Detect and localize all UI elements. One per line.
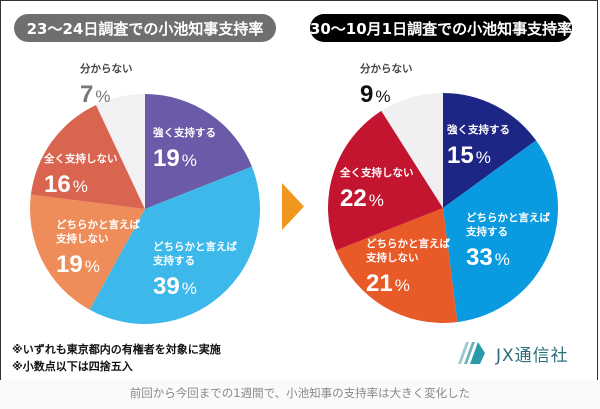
left-pie-slice-0 xyxy=(145,94,252,209)
jx-logo: JX通信社 xyxy=(456,340,569,366)
left-slice-label-4: 分からない xyxy=(80,62,133,75)
right-slice-value-4: 9% xyxy=(360,81,390,108)
right-slice-label-2: どちらかと言えば xyxy=(366,237,450,250)
left-slice-value-1: 39% xyxy=(153,273,197,300)
right-pie-slice-0 xyxy=(443,93,537,208)
left-pie-slice-2 xyxy=(30,194,146,310)
left-slice-label-1: 支持する xyxy=(152,254,195,267)
note-survey-scope: ※いずれも東京都内の有権者を対象に実施 xyxy=(12,343,221,356)
arrow-right-icon xyxy=(282,183,304,230)
right-chart-title: 30〜10月1日調査での小池知事支持率 xyxy=(310,14,572,42)
right-slice-label-1: どちらかと言えば xyxy=(466,211,550,224)
left-slice-value-4: 7% xyxy=(80,81,110,108)
left-slice-value-3: 16% xyxy=(44,171,88,198)
right-slice-label-3: 全く支持しない xyxy=(339,166,414,179)
left-slice-value-0: 19% xyxy=(153,145,197,172)
left-slice-value-2: 19% xyxy=(56,251,100,278)
right-slice-label-1: 支持する xyxy=(465,225,508,238)
right-pie-slice-4 xyxy=(381,93,443,208)
jx-logo-icon xyxy=(458,342,485,364)
right-slice-value-2: 21% xyxy=(366,270,410,297)
left-slice-label-1: どちらかと言えば xyxy=(153,240,237,253)
left-slice-label-2: 支持しない xyxy=(55,232,109,245)
caption-bar xyxy=(0,380,600,409)
left-slice-label-3: 全く支持しない xyxy=(43,152,118,165)
right-slice-label-4: 分からない xyxy=(360,62,413,75)
left-slice-label-0: 強く支持する xyxy=(153,126,216,139)
left-pie-slice-3 xyxy=(30,104,146,209)
note-rounding: ※小数点以下は四捨五入 xyxy=(12,360,133,373)
left-slice-label-2: どちらかと言えば xyxy=(56,218,140,231)
left-pie-slice-4 xyxy=(96,94,145,209)
right-slice-label-0: 強く支持する xyxy=(447,123,510,136)
left-chart-title: 23〜24日調査での小池知事支持率 xyxy=(14,14,276,42)
right-pie-slice-2 xyxy=(336,208,458,323)
jx-logo-text: JX通信社 xyxy=(496,345,569,366)
right-slice-value-3: 22% xyxy=(340,185,384,212)
figure-caption: 前回から今回までの1週間で、小池知事の支持率は大きく変化した xyxy=(129,386,471,400)
right-slice-value-0: 15% xyxy=(447,142,491,169)
right-slice-value-1: 33% xyxy=(466,244,510,271)
left-pie-slice-1 xyxy=(89,166,260,324)
right-slice-label-2: 支持しない xyxy=(365,251,419,264)
right-pie-slice-1 xyxy=(443,140,558,323)
right-pie-slice-3 xyxy=(328,110,443,251)
